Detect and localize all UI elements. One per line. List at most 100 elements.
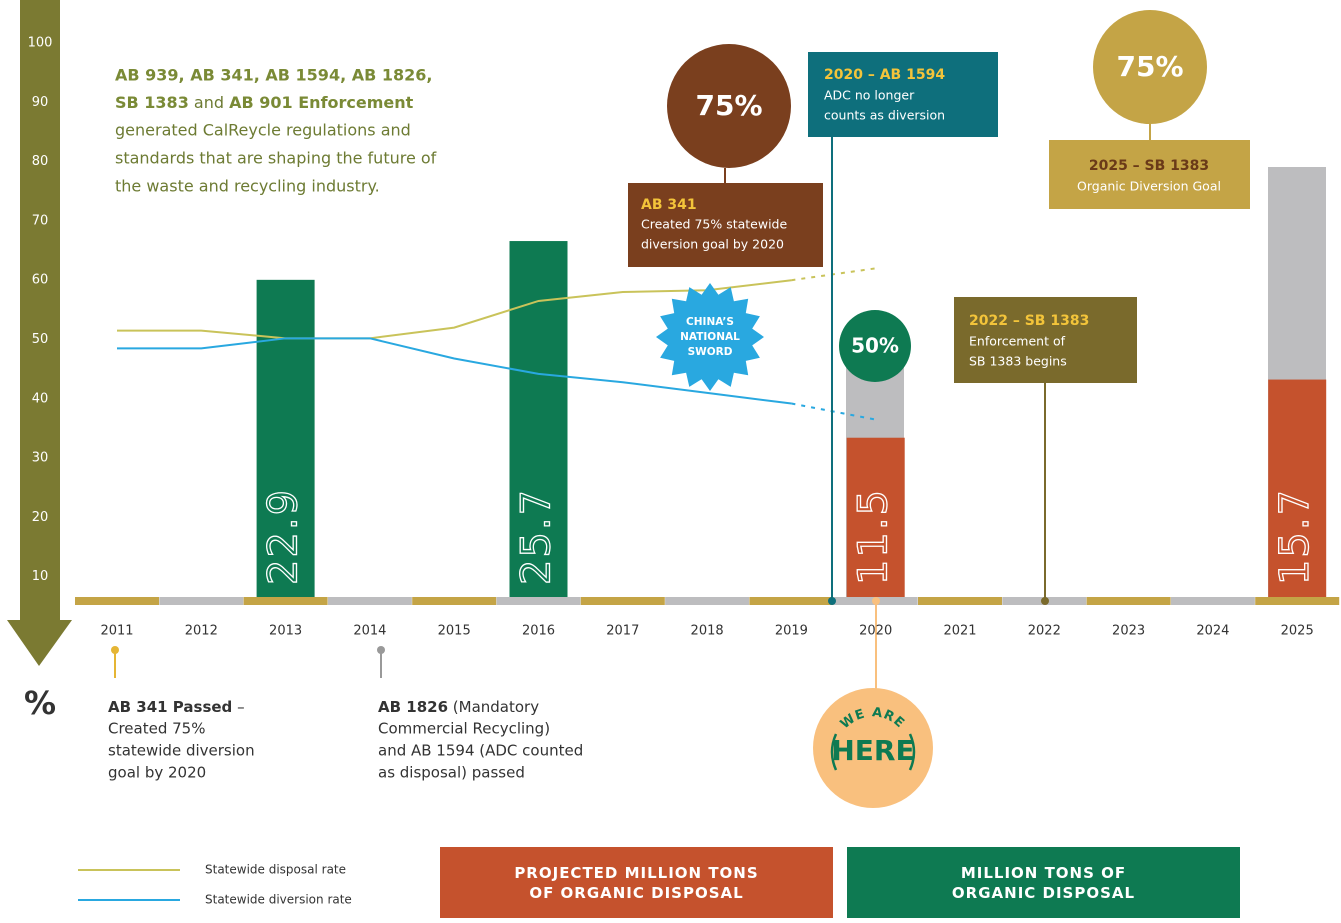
badge-circle (839, 310, 911, 382)
axis-arrow (7, 620, 72, 666)
x-tick-label: 2021 (943, 624, 976, 639)
intro-bold: AB 901 Enforcement (229, 93, 414, 112)
timeline-note: AB 341 Passed – (108, 698, 245, 716)
y-tick-label: 60 (32, 273, 49, 288)
callout-box (808, 52, 998, 137)
x-tick-label: 2019 (775, 624, 808, 639)
note-text: – (237, 698, 245, 716)
callout-text: SB 1383 begins (969, 354, 1067, 369)
y-tick-label: 90 (32, 95, 49, 110)
callout-text: ADC no longer (824, 88, 915, 103)
callout-text: Created 75% statewide (641, 217, 787, 232)
here-brackets (830, 733, 916, 771)
timeline-note: goal by 2020 (108, 764, 206, 782)
band-segment (496, 597, 581, 605)
bars: 11.5 15.7 22.9 25.7 (256, 241, 1327, 597)
band-segment (159, 597, 244, 605)
y-tick-label: 20 (32, 510, 49, 525)
badge-circle (1093, 10, 1207, 124)
callout-text: Enforcement of (969, 334, 1066, 349)
y-tick-label: 80 (32, 154, 49, 169)
bar (1268, 379, 1327, 597)
here-text: HERE (831, 734, 914, 767)
y-tick-label: 100 (28, 36, 53, 51)
y-tick-label: 40 (32, 391, 49, 406)
band-segment (412, 597, 497, 605)
band-segment (665, 597, 750, 605)
x-tick-label: 2018 (691, 624, 724, 639)
lines (117, 267, 876, 421)
callout-title: 2022 – SB 1383 (969, 313, 1089, 329)
x-tick-label: 2015 (438, 624, 471, 639)
x-tick-label: 2014 (353, 624, 386, 639)
y-tick-label: 70 (32, 213, 49, 228)
intro-line: standards that are shaping the future of (115, 149, 437, 168)
y-tick-label: 50 (32, 332, 49, 347)
band-segment (327, 597, 412, 605)
badge-text: 75% (695, 89, 762, 122)
band-segment (1086, 597, 1171, 605)
timeline-note: AB 1826 (Mandatory (378, 698, 539, 716)
timeline-note: as disposal) passed (378, 764, 525, 782)
callout-text: diversion goal by 2020 (641, 237, 784, 252)
x-tick-label: 2013 (269, 624, 302, 639)
connector-dot (872, 597, 880, 605)
line (117, 279, 792, 340)
starburst-text: CHINA’S (686, 316, 734, 328)
y-axis-label: % (24, 684, 56, 722)
pin-dot (377, 646, 385, 654)
bar-value-label: 22.9 (261, 488, 307, 585)
badge-text: 75% (1116, 50, 1183, 83)
band-segment (1170, 597, 1255, 605)
y-tick-label: 30 (32, 451, 49, 466)
callout-text: counts as diversion (824, 108, 945, 123)
starburst-text: NATIONAL (680, 331, 740, 343)
note-title: AB 1826 (378, 698, 448, 716)
starburst-text: SWORD (688, 346, 733, 358)
here-circle (813, 688, 933, 808)
callout-text: Organic Diversion Goal (1077, 179, 1221, 194)
y-tick-label: 10 (32, 569, 49, 584)
x-tick-label: 2017 (606, 624, 639, 639)
band-segment (75, 597, 159, 605)
x-axis-band (75, 597, 1340, 605)
legend-box: MILLION TONS OF ORGANIC DISPOSAL (847, 847, 1240, 918)
line (117, 337, 792, 405)
intro-line: the waste and recycling industry. (115, 177, 380, 196)
x-tick-label: 2025 (1281, 624, 1314, 639)
band-segment (1255, 597, 1340, 605)
timeline-note: Commercial Recycling) (378, 720, 550, 738)
bar-value-label: 25.7 (514, 488, 560, 585)
callout-box (1049, 140, 1250, 209)
legend-label: PROJECTED MILLION TONS OF ORGANIC DISPOS… (514, 863, 759, 902)
x-tick-label: 2012 (185, 624, 218, 639)
legend-label: Statewide diversion rate (205, 893, 352, 907)
x-tick-label: 2016 (522, 624, 555, 639)
legend-label: Statewide disposal rate (205, 863, 346, 877)
x-tick-label: 2011 (100, 624, 133, 639)
line-projection (791, 267, 876, 282)
intro-text: and (194, 93, 224, 112)
x-tick-label: 2023 (1112, 624, 1145, 639)
legend-label: MILLION TONS OF ORGANIC DISPOSAL (951, 863, 1136, 902)
note-text: (Mandatory (453, 698, 539, 716)
bar (846, 437, 905, 597)
callout-box (628, 183, 823, 267)
callout-title: AB 341 (641, 197, 697, 213)
intro-bold: SB 1383 (115, 93, 189, 112)
connector-dot (1041, 597, 1049, 605)
connector-dot (828, 597, 836, 605)
badge-text: 50% (851, 334, 899, 358)
note-title: AB 341 Passed (108, 698, 232, 716)
badge-circle (667, 44, 791, 168)
band-segment (580, 597, 665, 605)
x-tick-label: 2020 (859, 624, 892, 639)
timeline-note: statewide diversion (108, 742, 255, 760)
intro-line: AB 939, AB 341, AB 1594, AB 1826, (115, 66, 432, 85)
timeline-note: and AB 1594 (ADC counted (378, 742, 583, 760)
axis-strip (20, 0, 60, 622)
bar (256, 279, 315, 597)
callout-title: 2020 – AB 1594 (824, 67, 945, 83)
